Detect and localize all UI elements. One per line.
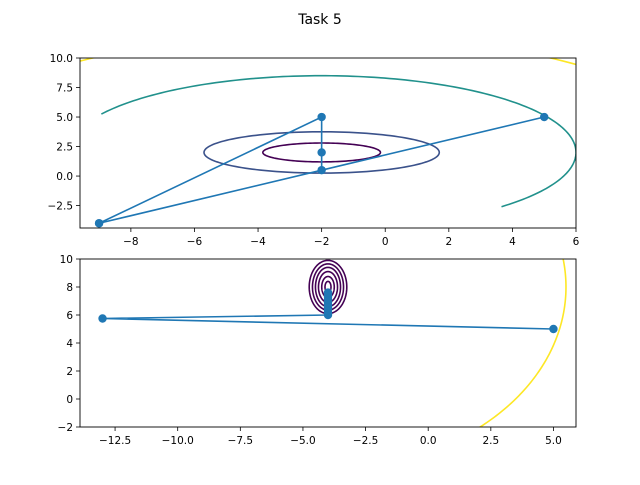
x-tick-label: 5.0 [545,435,562,447]
x-tick-label: −12.5 [99,435,131,447]
y-tick-label: 0.0 [56,171,73,183]
data-point [317,165,326,175]
subplot-top: −8 −6 −4 −2 0 2 4 6 −2.5 0.0 2.5 5.0 7.5 10.0 [48,53,580,248]
contour-line [311,263,345,311]
contour-line [308,259,348,315]
y-tick-label: 0 [66,394,73,406]
x-tick-label: 2 [445,236,452,248]
x-tick-label: −5.0 [290,435,316,447]
data-point [317,148,326,157]
x-tick-label: −8 [123,236,138,248]
figure-title: Task 5 [297,12,342,28]
x-tick-label: 4 [509,236,516,248]
contour-line [262,142,382,163]
x-tick-label: −2.5 [353,435,379,447]
contour-line [80,58,576,66]
plot-area [80,58,576,228]
y-tick-label: 10 [60,254,73,266]
contour-line [317,270,339,304]
data-point [549,324,558,334]
y-tick-label: 2 [66,366,73,378]
x-tick-label: −2 [314,236,329,248]
y-tick-label: 4 [66,338,73,350]
x-tick-label: −6 [187,236,203,248]
series-line [98,115,545,225]
axes-frame [79,258,577,428]
x-tick-label: −7.5 [228,435,254,447]
y-tick-label: 2.5 [56,141,73,153]
contour-line [203,130,441,174]
y-tick-label: 8 [66,282,73,294]
y-tick-label: −2.5 [48,200,74,212]
contour-line [478,259,567,427]
x-tick-label: 6 [573,236,580,248]
y-tick-label: 5.0 [56,112,73,124]
subplot-bottom: −12.5 −10.0 −7.5 −5.0 −2.5 0.0 2.5 5.0 −2 0 2 4 6 8 10 [58,254,577,447]
x-tick-label: 2.5 [482,435,499,447]
x-tick-label: 0 [382,236,389,248]
data-point [323,288,333,297]
axes-frame [79,57,577,229]
contour-line [314,266,342,308]
data-point [94,219,104,228]
y-tick-label: 6 [66,310,73,322]
x-tick-label: −4 [250,236,266,248]
y-tick-label: 10.0 [50,53,73,65]
contour-line [100,74,576,208]
plot-area [98,259,567,427]
y-tick-label: −2 [58,422,73,434]
x-tick-label: 0.0 [420,435,437,447]
data-point [98,314,107,323]
y-tick-label: 7.5 [56,82,73,94]
data-point [540,112,549,122]
x-tick-label: −10.0 [162,435,194,447]
data-point [317,112,326,122]
